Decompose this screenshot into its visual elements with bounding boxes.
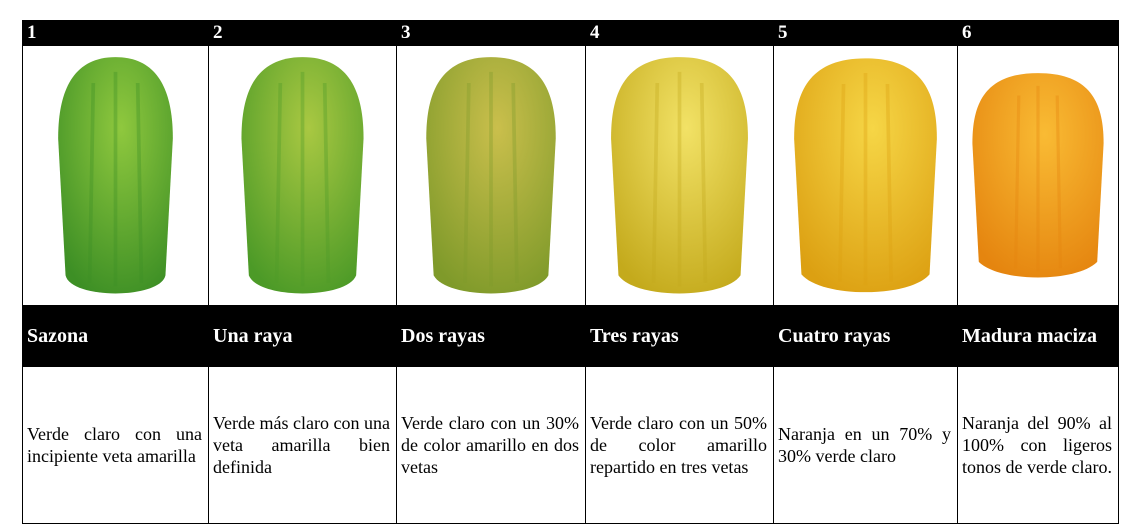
stage-name: Cuatro rayas — [773, 305, 958, 367]
stage-number: 1 — [22, 20, 209, 46]
papaya-image — [585, 45, 774, 306]
stage-number: 4 — [585, 20, 774, 46]
stage-number: 5 — [773, 20, 958, 46]
papaya-image — [773, 45, 958, 306]
papaya-image — [957, 45, 1119, 306]
papaya-image — [208, 45, 397, 306]
name-row: Sazona Una raya Dos rayas Tres rayas Cuatro … — [22, 305, 1119, 367]
stage-name: Una raya — [208, 305, 397, 367]
stage-description: Naranja del 90% al 100% con ligeros tono… — [957, 366, 1119, 524]
papaya — [972, 73, 1104, 278]
description-row: Verde claro con una incipiente veta amar… — [22, 366, 1119, 524]
stage-name: Sazona — [22, 305, 209, 367]
stage-description: Verde claro con un 30% de color amarillo… — [396, 366, 586, 524]
papaya — [794, 58, 937, 293]
papaya-image — [396, 45, 586, 306]
papaya — [611, 57, 748, 294]
stage-name: Dos rayas — [396, 305, 586, 367]
papaya-image — [22, 45, 209, 306]
stage-name: Tres rayas — [585, 305, 774, 367]
papaya — [426, 57, 556, 294]
stage-number: 2 — [208, 20, 397, 46]
stage-number: 6 — [957, 20, 1119, 46]
stage-description: Verde claro con una incipiente veta amar… — [22, 366, 209, 524]
stage-description: Verde claro con un 50% de color amarillo… — [585, 366, 774, 524]
image-row — [22, 45, 1119, 306]
stage-number: 3 — [396, 20, 586, 46]
stage-description: Verde más claro con una veta amarilla bi… — [208, 366, 397, 524]
stage-description: Naranja en un 70% y 30% verde claro — [773, 366, 958, 524]
papaya — [241, 57, 364, 294]
stage-name: Madura maciza — [957, 305, 1119, 367]
papaya — [58, 57, 173, 294]
